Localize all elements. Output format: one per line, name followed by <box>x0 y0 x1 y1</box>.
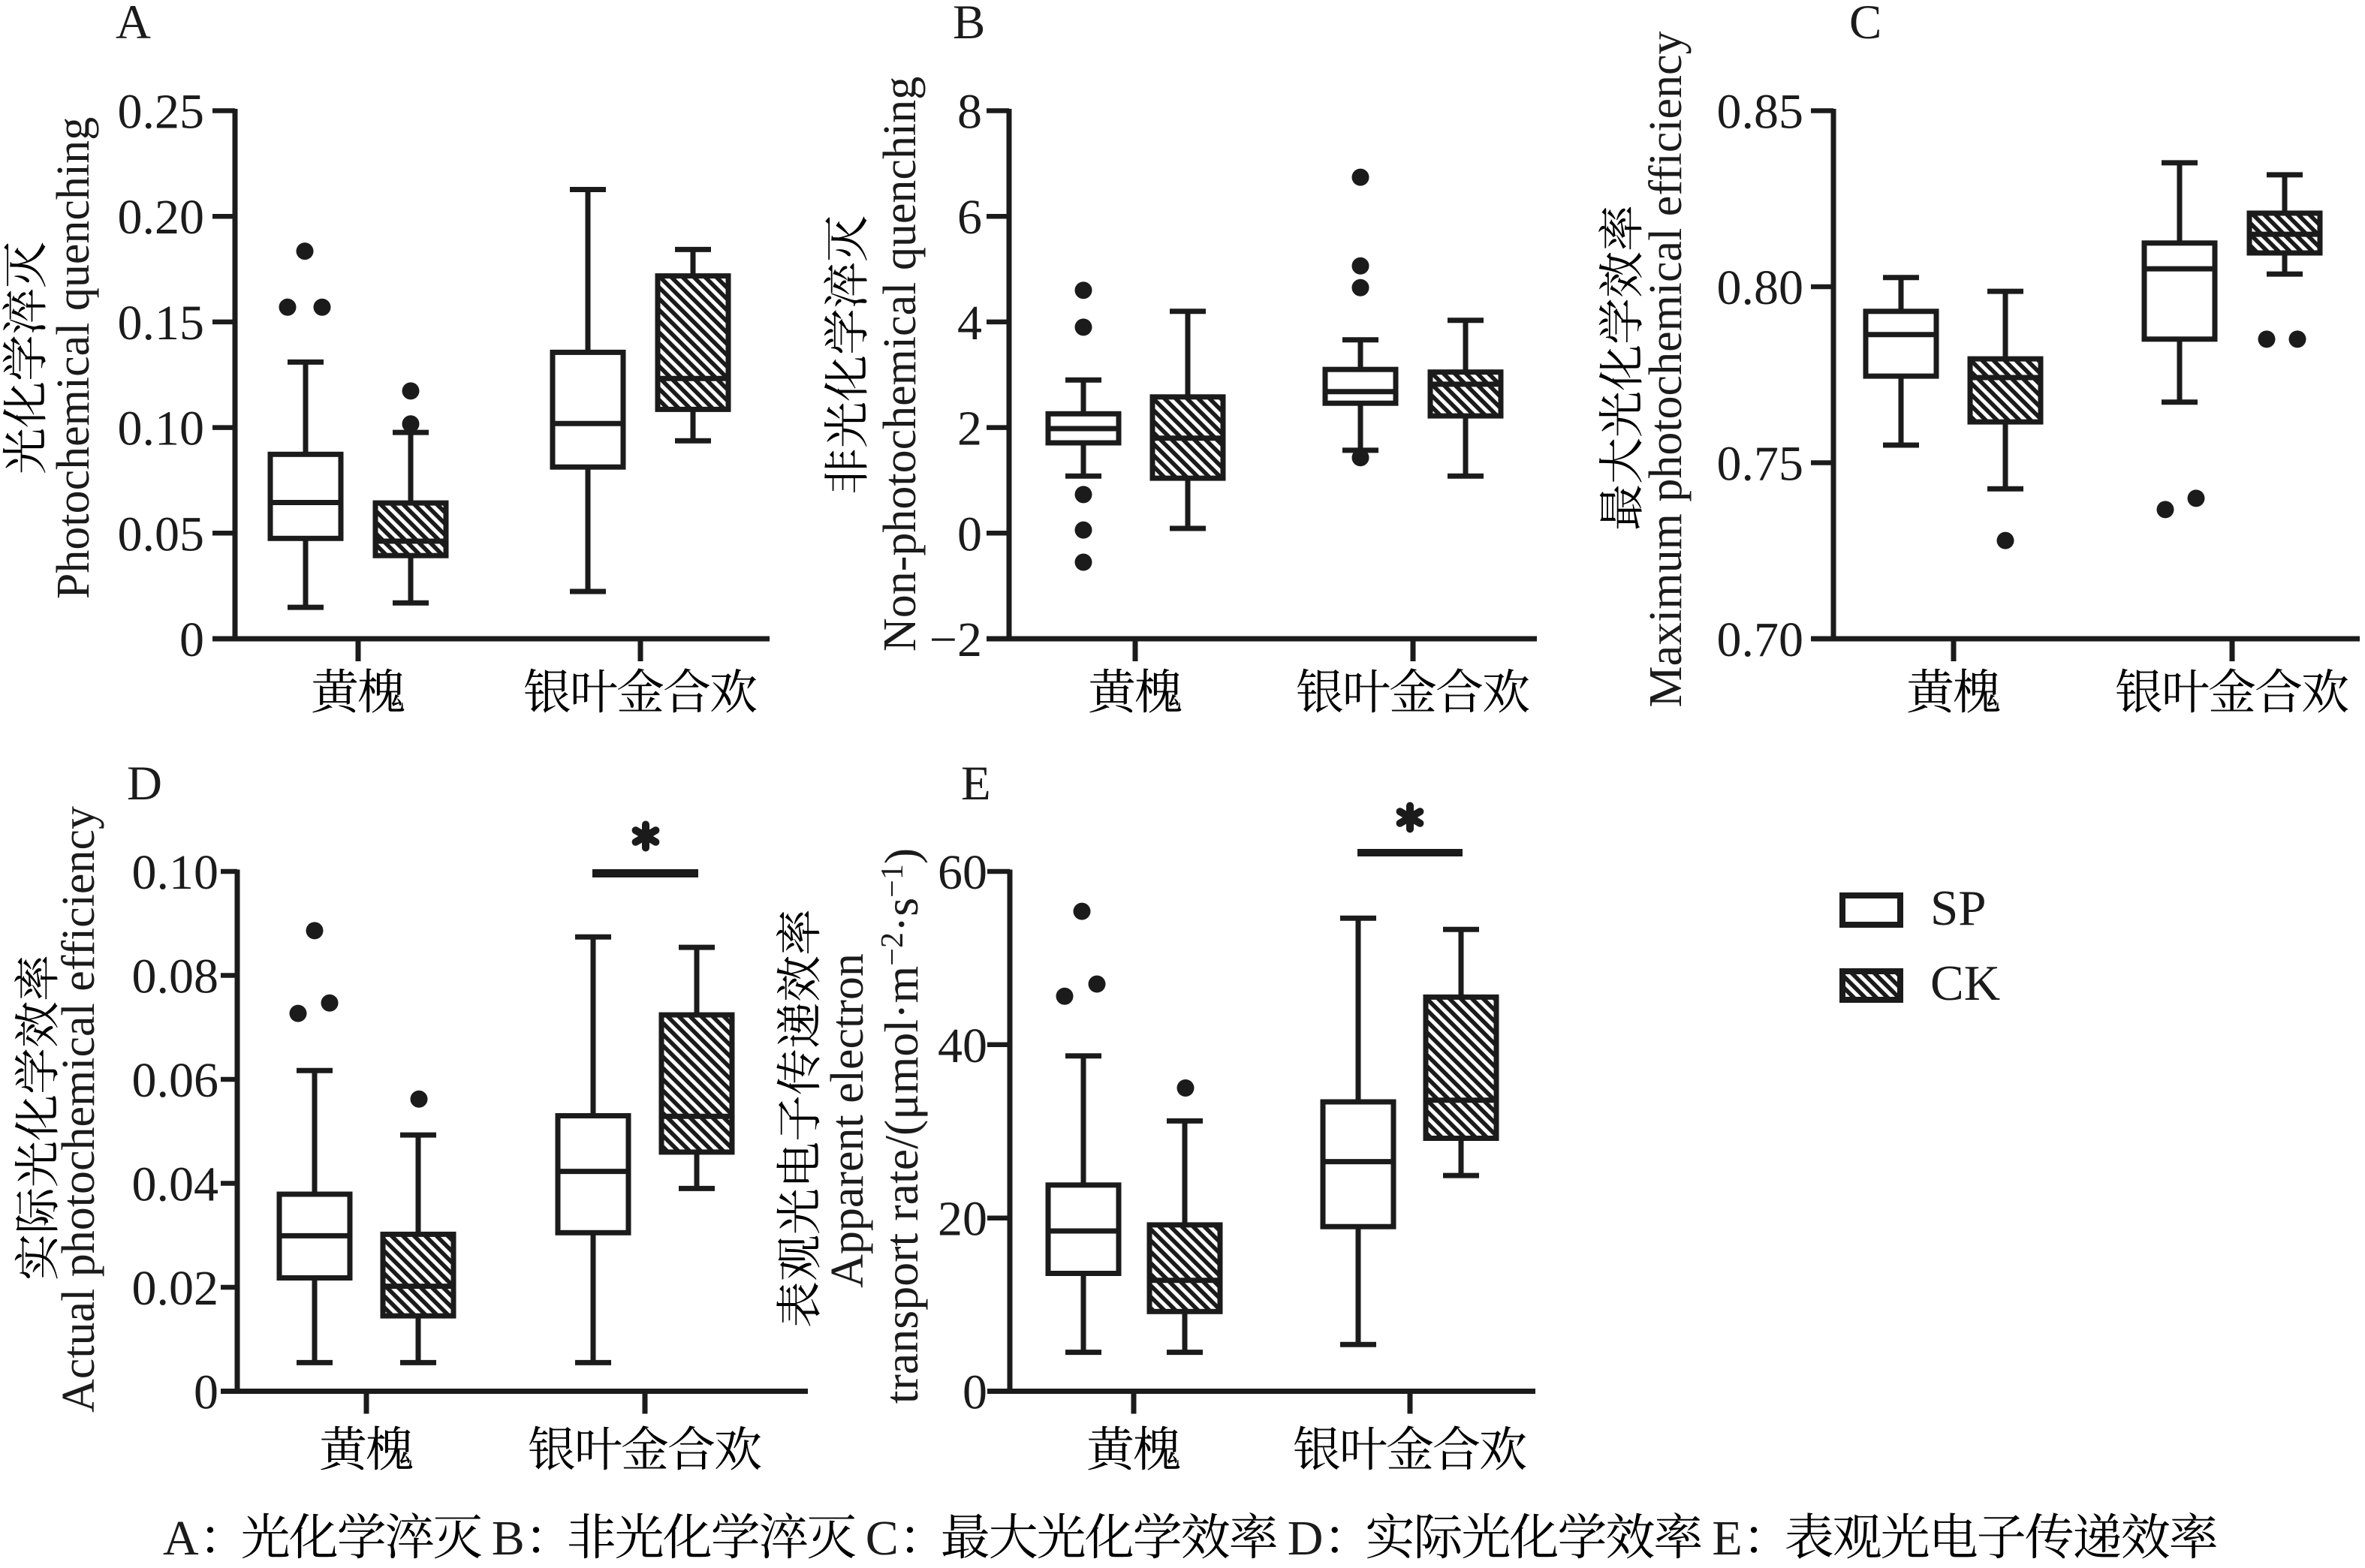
svg-text:40: 40 <box>938 1019 987 1073</box>
svg-text:2: 2 <box>957 402 982 456</box>
svg-text:4: 4 <box>957 296 982 351</box>
svg-text:E: E <box>961 757 991 811</box>
svg-text:Actual photochemical efficienc: Actual photochemical efficiency <box>53 806 104 1413</box>
svg-text:SP: SP <box>1930 880 1987 936</box>
svg-text:0.06: 0.06 <box>132 1053 219 1108</box>
svg-text:−2: −2 <box>929 612 982 667</box>
svg-text:Apparent electron: Apparent electron <box>822 953 873 1288</box>
svg-text:CK: CK <box>1930 956 2000 1011</box>
svg-text:Non-photochemical quenching: Non-photochemical quenching <box>875 77 926 652</box>
svg-text:0.80: 0.80 <box>1717 260 1804 315</box>
svg-text:0.25: 0.25 <box>118 85 205 140</box>
svg-text:0: 0 <box>179 612 204 667</box>
svg-text:A: A <box>116 0 151 50</box>
svg-text:D: D <box>127 757 162 811</box>
svg-text:0.02: 0.02 <box>132 1261 219 1316</box>
svg-text:C: C <box>1849 0 1881 50</box>
svg-text:B: B <box>492 1511 525 1566</box>
svg-text:20: 20 <box>938 1192 987 1247</box>
svg-text:0: 0 <box>963 1365 987 1420</box>
svg-text:6: 6 <box>957 190 982 245</box>
svg-text:60: 60 <box>938 845 987 900</box>
svg-text:0.10: 0.10 <box>132 845 219 900</box>
svg-text:8: 8 <box>957 85 982 140</box>
svg-text:C: C <box>866 1511 899 1566</box>
svg-text:D: D <box>1288 1511 1324 1566</box>
svg-text:0.70: 0.70 <box>1717 612 1804 667</box>
svg-text:0.10: 0.10 <box>118 402 205 456</box>
svg-text:Maximum photochemical efficien: Maximum photochemical efficiency <box>1640 32 1692 708</box>
svg-text:transport rate/(μmol·m−2·s−1): transport rate/(μmol·m−2·s−1) <box>875 848 928 1404</box>
svg-text:0.05: 0.05 <box>118 507 205 561</box>
svg-text:A: A <box>163 1511 199 1566</box>
svg-text:B: B <box>953 0 985 50</box>
svg-text:0.85: 0.85 <box>1717 85 1804 140</box>
svg-text:Photochemical quenching: Photochemical quenching <box>48 117 99 599</box>
svg-text:0.75: 0.75 <box>1717 437 1804 492</box>
svg-text:0.15: 0.15 <box>118 296 205 351</box>
svg-text:0: 0 <box>194 1365 218 1420</box>
svg-text:0.08: 0.08 <box>132 950 219 1004</box>
svg-text:0.20: 0.20 <box>118 190 205 245</box>
svg-text:E: E <box>1712 1511 1742 1566</box>
svg-text:0: 0 <box>957 507 982 561</box>
svg-text:0.04: 0.04 <box>132 1157 219 1212</box>
